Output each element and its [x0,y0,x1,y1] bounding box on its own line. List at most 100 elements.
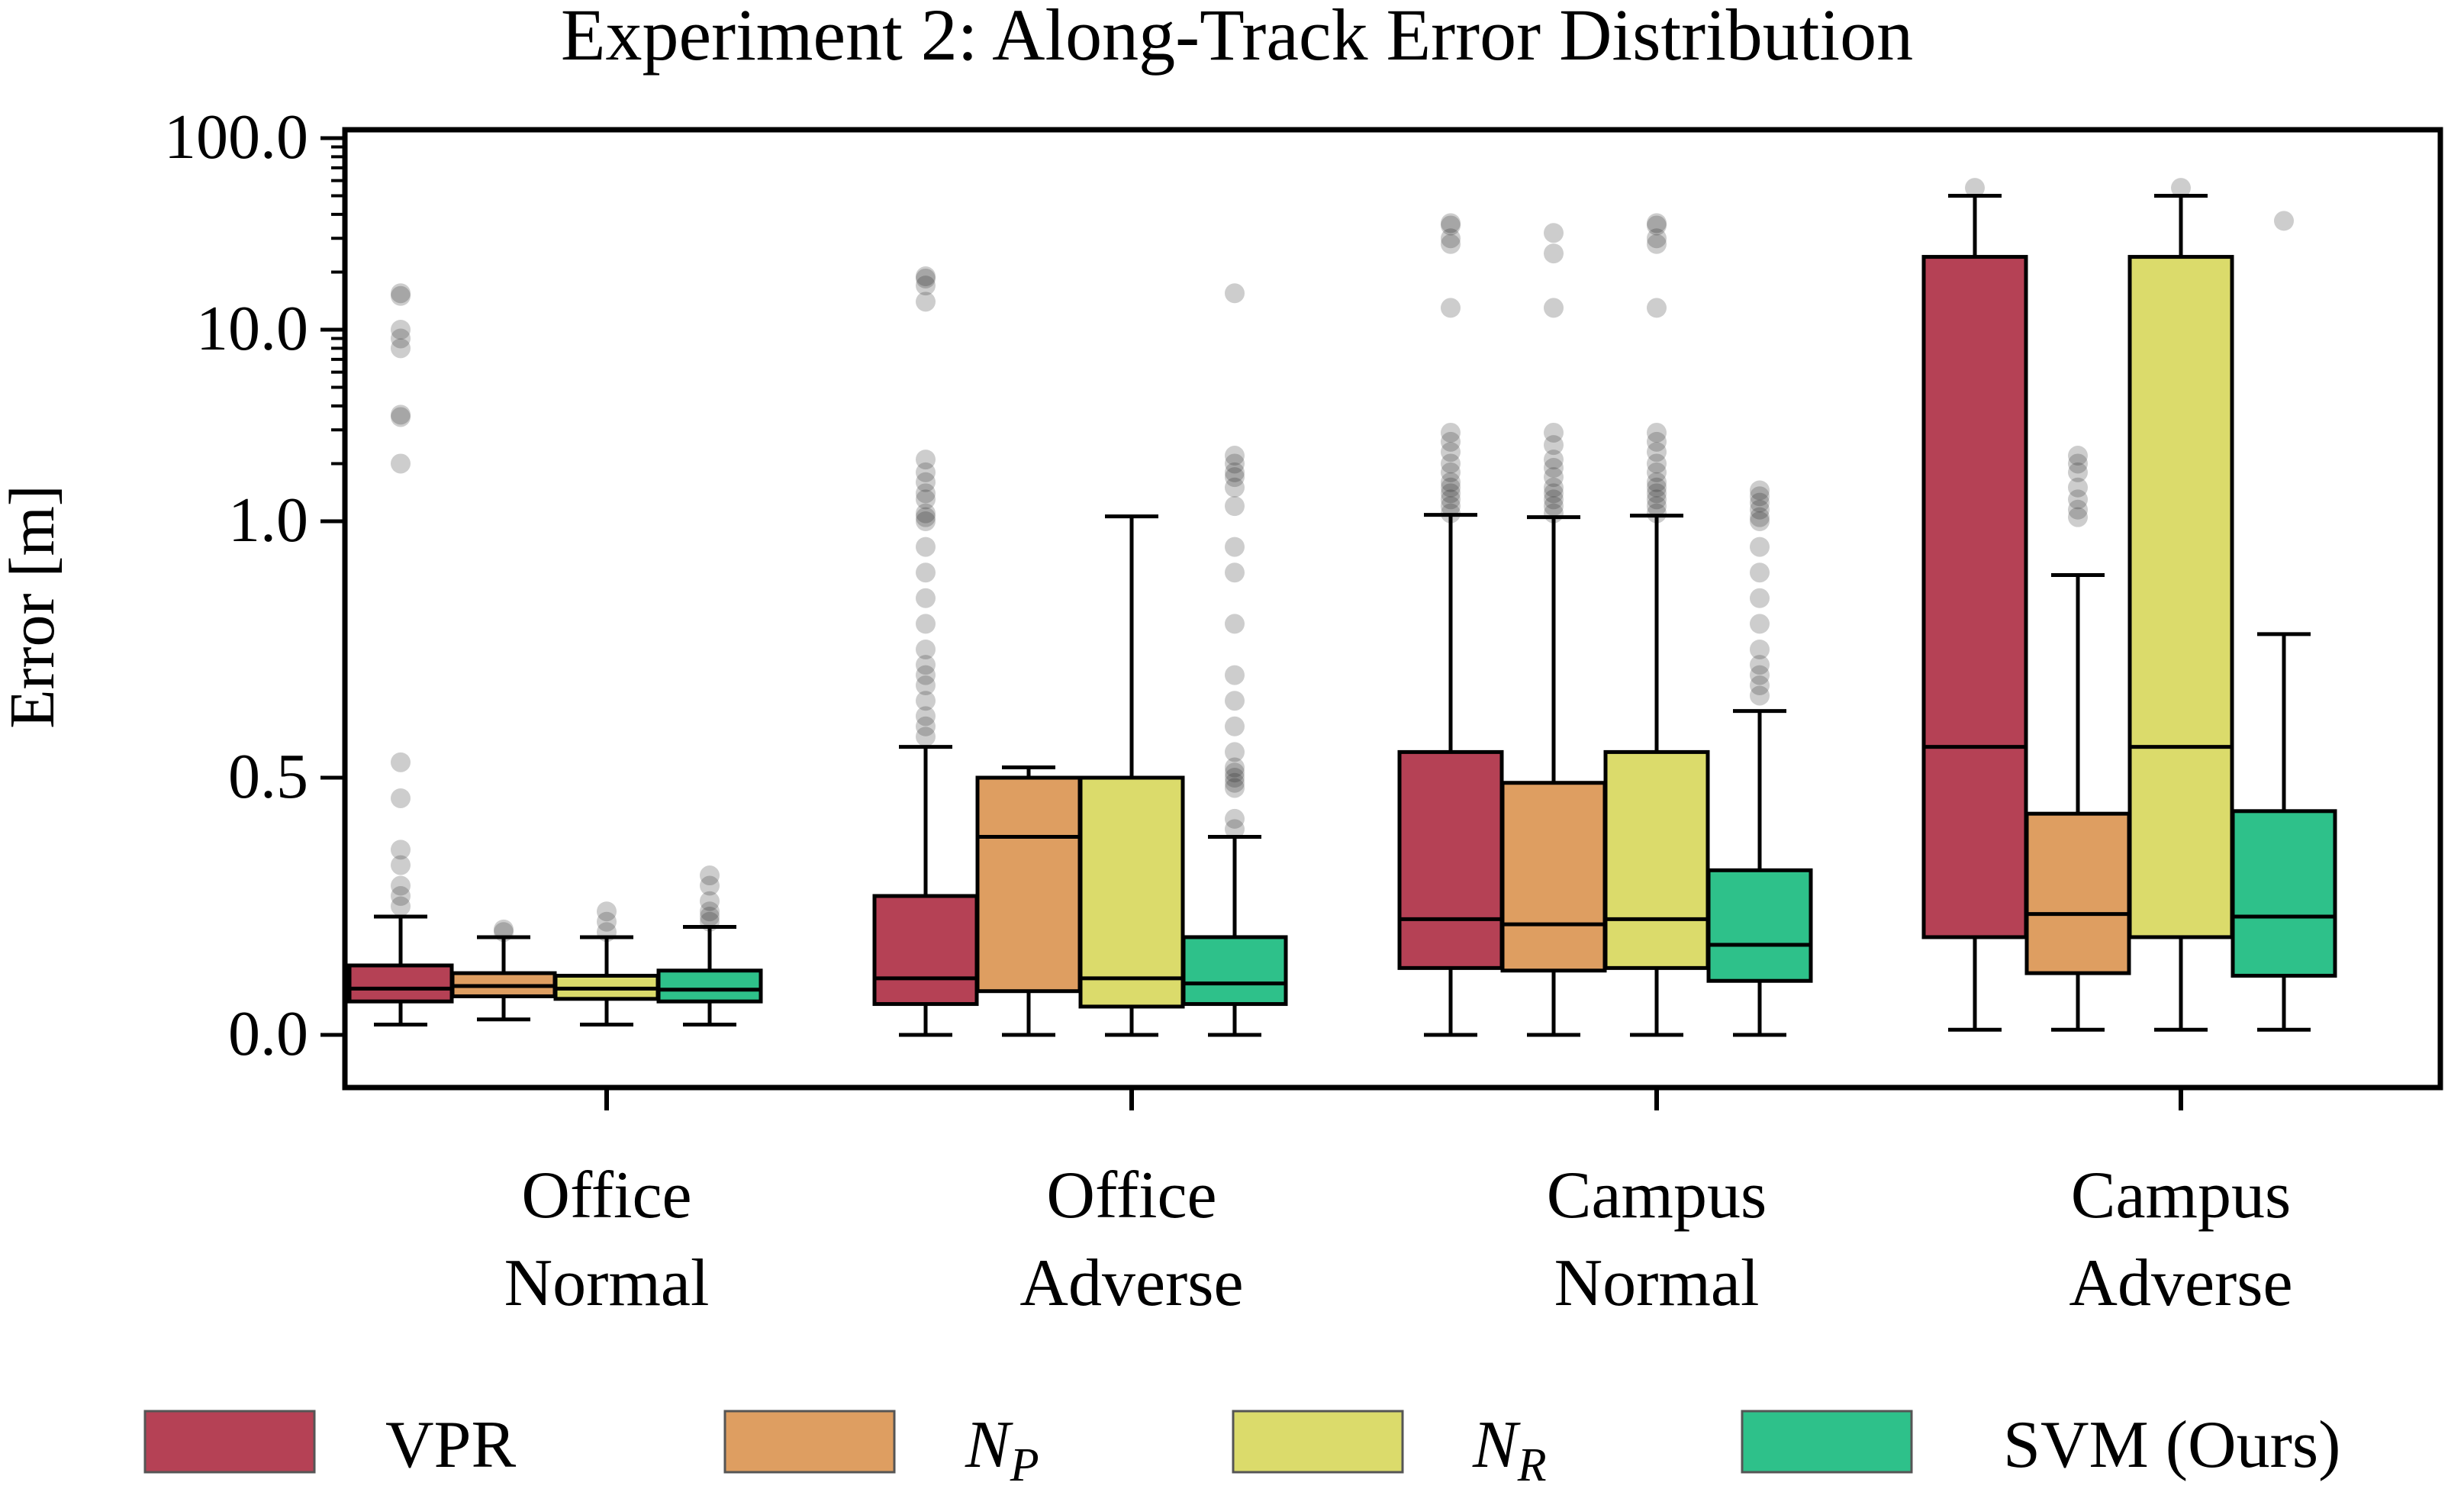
outlier-point [1750,675,1770,696]
outlier-point [916,450,936,470]
y-tick-label: 0.0 [228,998,308,1069]
outlier-point [1647,234,1667,254]
outlier-point [1225,819,1245,840]
x-tick-label: Normal [504,1246,710,1320]
outlier-point [1647,431,1667,452]
outlier-point [1544,489,1564,510]
outlier-point [916,472,936,492]
y-tick-label: 0.5 [228,741,308,812]
outlier-point [2068,499,2088,520]
outlier-point [1647,489,1667,510]
outlier-point [1750,537,1770,557]
chart-title: Experiment 2: Along-Track Error Distribu… [561,0,1913,76]
box-n-p [1500,781,1607,973]
outlier-point [1544,467,1564,488]
y-tick-label: 10.0 [196,293,308,364]
outlier-point [1441,431,1461,452]
outlier-point [1225,762,1245,783]
outlier-point [391,285,411,306]
outlier-point [1647,483,1667,504]
outlier-point [1750,511,1770,531]
outlier-point [2068,489,2088,510]
outlier-point [916,268,936,288]
outlier-point [916,691,936,711]
outlier-point [1647,228,1667,249]
plot-frame [342,127,2443,1091]
outlier-point [1225,691,1245,711]
legend-swatch [1232,1410,1404,1474]
outlier-point [1225,467,1245,488]
outlier-point [1647,442,1667,462]
box-svm-ours [1706,868,1813,983]
outlier-point [1441,213,1461,234]
box-plots [347,194,2337,1037]
outlier-point [1225,772,1245,793]
outlier-point [1544,243,1564,264]
x-tick-label: Office [521,1159,691,1233]
outlier-point [1750,655,1770,675]
outlier-point [1647,215,1667,236]
outlier-point [391,453,411,474]
legend-label: NR [1472,1408,1547,1491]
outlier-point [916,537,936,557]
x-tick-label: Campus [2071,1159,2291,1233]
outlier-point [391,338,411,359]
outlier-point [1441,489,1461,510]
outlier-point [391,320,411,340]
outlier-point [916,655,936,675]
outlier-point [916,640,936,659]
outlier-point [1647,298,1667,318]
outlier-point [1647,213,1667,234]
outlier-point [1441,472,1461,492]
outlier-point [916,614,936,634]
box-svm-ours [2230,809,2337,978]
outlier-point [916,462,936,482]
outlier-point [1750,685,1770,706]
outlier-point [391,283,411,304]
outlier-point [2068,477,2088,498]
outlier-point [916,276,936,296]
outlier-point [1544,298,1564,318]
outlier-point [1441,234,1461,254]
outlier-point [700,891,720,911]
outlier-point [1544,496,1564,517]
outlier-point [700,865,720,886]
x-tick-label: Campus [1547,1159,1767,1233]
box-vpr [1397,749,1504,970]
y-tick-label: 1.0 [228,485,308,556]
outlier-point [391,407,411,427]
outlier-point [1225,477,1245,498]
box-n-r [1603,749,1710,970]
outlier-point [1750,665,1770,685]
outlier-point [1225,742,1245,762]
outlier-point [1441,228,1461,249]
outlier-point [1225,537,1245,557]
outlier-point [700,901,720,922]
y-axis-label: Error [m] [0,485,68,729]
outlier-point [916,266,936,287]
outlier-point [916,562,936,583]
outlier-point [1441,462,1461,482]
legend: VPR NP NR SVM (Ours) [143,1408,2340,1491]
outlier-point [1225,562,1245,583]
box-vpr [872,894,979,1007]
outlier-point [1965,178,1985,198]
outlier-point [1225,768,1245,788]
outlier-point [1647,472,1667,492]
outlier-point [2274,211,2294,231]
outlier-point [1225,808,1245,829]
outlier-point [597,901,617,922]
outlier-point [1225,716,1245,736]
outlier-point [2068,453,2088,474]
legend-label: VPR [385,1408,516,1482]
outlier-point [1441,422,1461,443]
y-tick-label: 100.0 [164,102,308,172]
outlier-point [597,911,617,932]
box-n-p [975,775,1082,994]
outlier-points [391,178,2294,943]
outlier-point [1225,496,1245,517]
outlier-point [391,788,411,808]
outlier-point [1441,477,1461,498]
outlier-point [391,875,411,896]
outlier-point [1647,477,1667,498]
